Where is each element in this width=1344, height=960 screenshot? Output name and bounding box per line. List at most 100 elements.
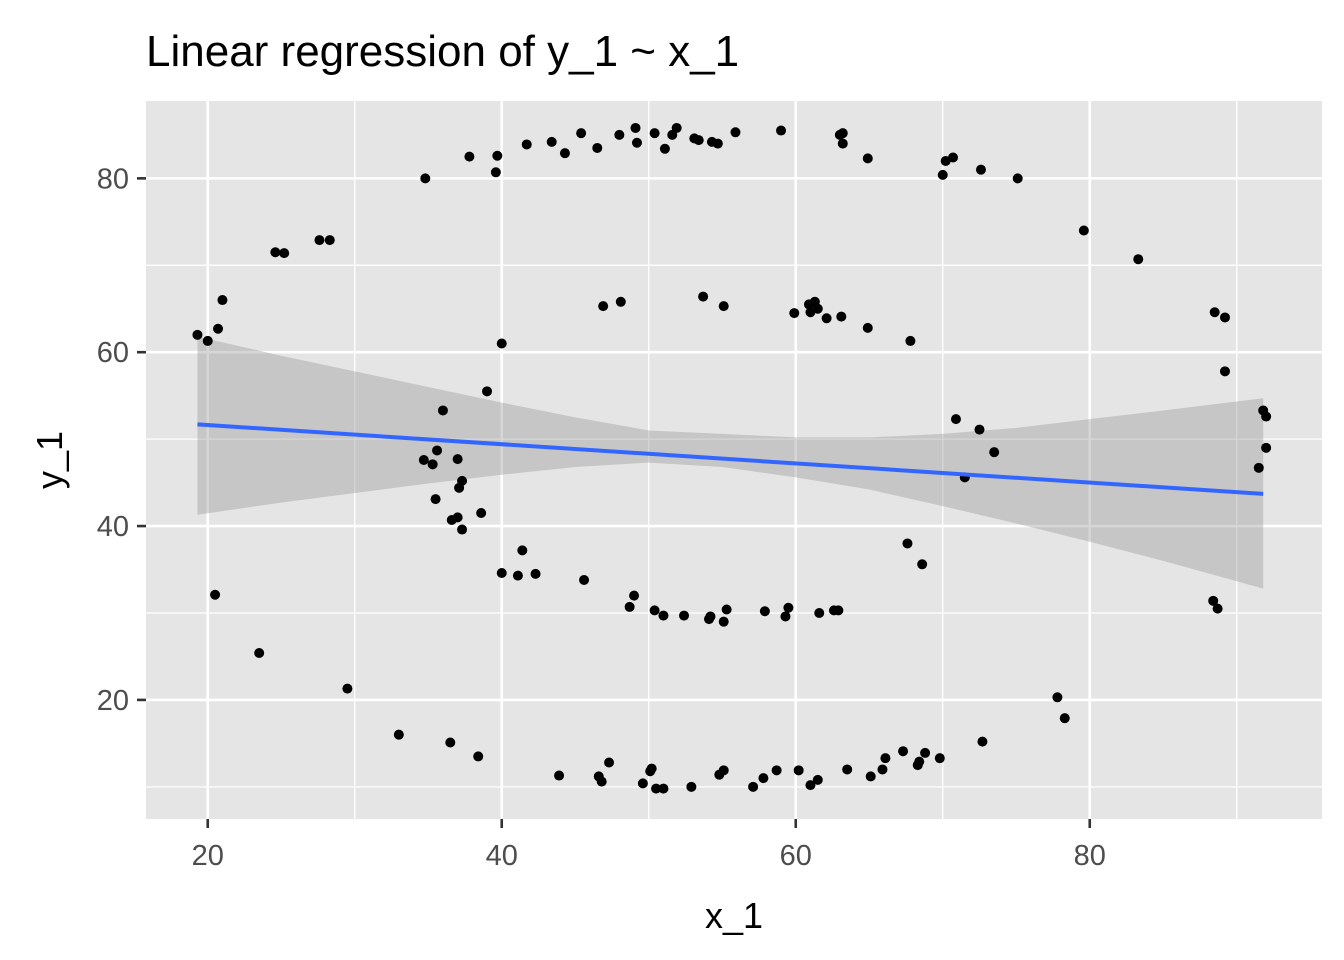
data-point [393, 729, 404, 740]
data-point [1261, 411, 1272, 422]
data-point [989, 447, 1000, 458]
data-point [649, 128, 660, 139]
major-gridlines [146, 101, 1322, 819]
data-point [833, 605, 844, 616]
y-axis-title: y_1 [29, 431, 70, 489]
y-tick-label: 20 [97, 685, 129, 717]
regression-line [197, 422, 1264, 496]
data-point [1209, 307, 1220, 318]
x-axis: 20 40 60 80 [192, 819, 1106, 872]
data-point [342, 683, 353, 694]
data-point [559, 148, 570, 159]
x-tick-label: 40 [486, 840, 518, 872]
x-axis-title: x_1 [705, 895, 763, 936]
data-point [496, 338, 507, 349]
data-point [418, 455, 429, 465]
data-point [629, 590, 640, 601]
y-tick-label: 80 [97, 163, 129, 195]
data-point [637, 778, 648, 789]
data-point [693, 135, 704, 146]
data-point [645, 766, 656, 777]
data-point [977, 736, 988, 747]
data-point [579, 574, 590, 585]
data-point [679, 610, 690, 621]
data-point [492, 150, 503, 161]
data-point [490, 167, 501, 178]
data-point [771, 765, 782, 776]
data-point [812, 774, 823, 785]
data-point [1078, 225, 1089, 236]
data-point [210, 589, 221, 600]
data-point [452, 512, 463, 523]
data-point [862, 153, 873, 164]
data-point [427, 459, 438, 470]
data-point [1219, 366, 1230, 377]
data-point [686, 781, 697, 792]
x-tick-label: 20 [192, 840, 224, 872]
data-point [614, 129, 625, 140]
x-tick-label: 80 [1074, 840, 1106, 872]
data-point [476, 508, 487, 519]
data-point [721, 604, 732, 615]
data-point [464, 151, 475, 162]
data-point [748, 781, 759, 792]
data-point [837, 138, 848, 149]
data-point [934, 753, 945, 764]
data-point [948, 152, 959, 163]
data-point [445, 737, 456, 748]
data-point [877, 764, 888, 775]
data-point [698, 291, 709, 302]
data-point [554, 770, 565, 781]
data-point [473, 751, 484, 762]
data-point [705, 611, 716, 622]
data-point [718, 301, 729, 312]
data-point [783, 602, 794, 613]
data-point [776, 125, 787, 136]
y-tick-label: 40 [97, 511, 129, 543]
regression-line-layer [197, 422, 1264, 496]
data-point [521, 139, 532, 150]
data-point [805, 780, 816, 791]
data-point [615, 296, 626, 307]
data-point [631, 137, 642, 148]
data-point [314, 235, 325, 246]
data-point [457, 475, 468, 486]
data-point [324, 235, 335, 246]
data-point [659, 143, 670, 154]
data-point [624, 601, 635, 612]
data-point [758, 773, 769, 784]
data-point [593, 771, 604, 782]
data-point [217, 295, 228, 306]
data-point [821, 313, 832, 324]
data-point [192, 329, 203, 340]
confidence-band [197, 336, 1264, 589]
data-point [905, 335, 916, 346]
minor-gridlines [146, 101, 1322, 819]
data-point [420, 173, 431, 184]
data-point [920, 747, 931, 758]
data-point [812, 303, 823, 314]
data-point [730, 127, 741, 138]
data-point [517, 545, 528, 556]
data-point [452, 454, 463, 465]
data-point [837, 128, 848, 139]
data-point [950, 414, 961, 425]
data-point [912, 760, 923, 771]
y-axis: 20 40 60 80 [97, 163, 146, 717]
data-point [651, 783, 662, 794]
data-point [814, 607, 825, 618]
data-point [862, 322, 873, 333]
data-point [842, 764, 853, 775]
data-point [917, 559, 928, 570]
data-point [1133, 254, 1144, 265]
data-point [202, 335, 213, 346]
data-point [598, 301, 609, 312]
data-point [975, 164, 986, 175]
data-point [1219, 312, 1230, 323]
data-point [1261, 442, 1272, 453]
data-point [270, 247, 281, 258]
data-point [437, 405, 448, 416]
data-point [880, 753, 891, 764]
